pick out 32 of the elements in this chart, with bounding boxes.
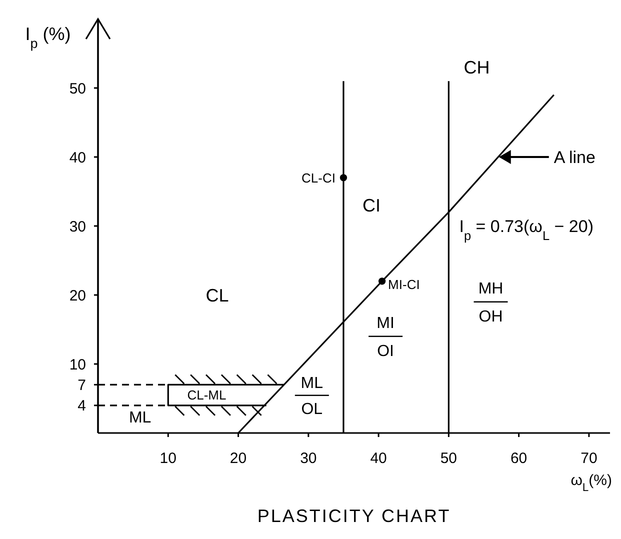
x-tick-label: 50 (440, 450, 458, 467)
annotation: CL-CI (302, 170, 336, 186)
y-tick-label: 4 (78, 398, 86, 415)
annotation: OH (478, 308, 503, 326)
y-tick-label: 40 (69, 149, 86, 166)
y-axis-title: I$_{p}$ (%) (25, 24, 71, 50)
annotation: MI (376, 315, 394, 332)
x-tick-label: 20 (230, 450, 247, 467)
annotation: MI-CI (388, 276, 420, 292)
y-tick-label: 10 (69, 356, 86, 374)
annotation: A line (554, 148, 596, 167)
x-tick-label: 30 (300, 450, 317, 467)
x-tick-label: 70 (580, 450, 598, 467)
annotation: CI (362, 196, 381, 216)
annotation: CH (464, 58, 490, 78)
annotation: CL (206, 285, 229, 306)
y-tick-label: 20 (69, 287, 86, 304)
x-tick-label: 10 (160, 450, 176, 467)
y-tick-label: 7 (78, 376, 86, 394)
annotation: ML (300, 375, 324, 392)
annotation: I$_{p}$ = 0.73(ω$_{L}$ − 20) (459, 216, 594, 242)
text: PLASTICITY CHART (257, 506, 451, 526)
x-axis-title: ω$_{L}$(%) (570, 472, 612, 494)
annotation: CL-ML (187, 388, 226, 403)
annotation: MH (478, 280, 504, 298)
y-tick-label: 50 (69, 80, 86, 98)
x-tick-label: 40 (370, 450, 387, 467)
y-tick-label: 30 (69, 218, 86, 236)
annotation: OL (301, 400, 323, 418)
x-tick-label: 60 (510, 450, 528, 467)
annotation: OI (377, 342, 394, 360)
annotation: ML (128, 410, 152, 427)
